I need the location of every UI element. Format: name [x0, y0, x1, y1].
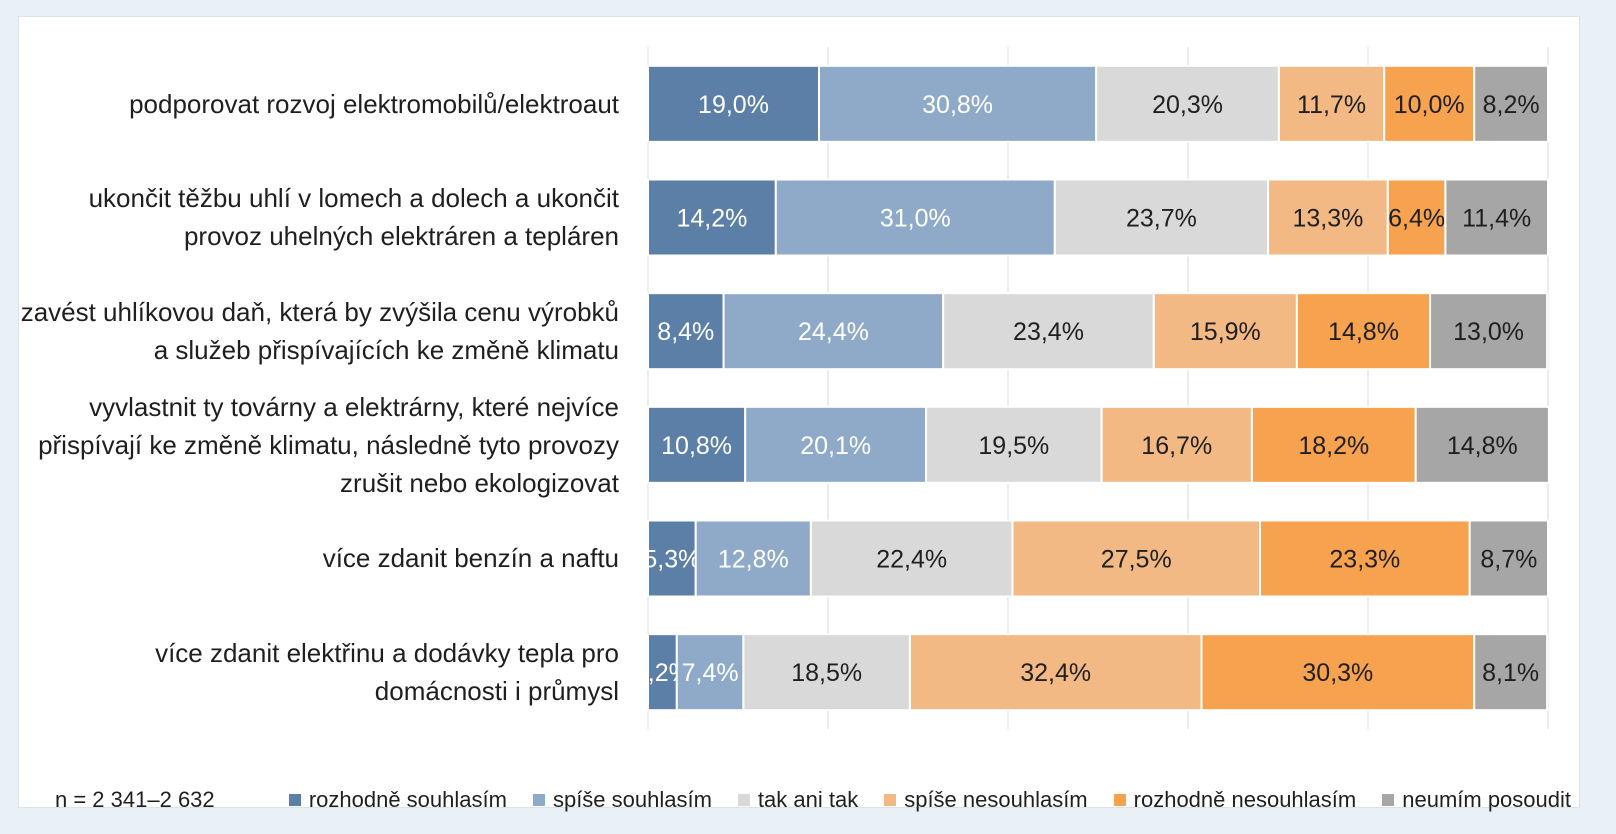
- legend-swatch: [1382, 794, 1395, 806]
- bar-segment: [1473, 64, 1549, 143]
- data-label: 8,2%: [1483, 91, 1540, 119]
- data-label: 18,5%: [791, 659, 862, 687]
- data-label: 5,3%: [643, 546, 700, 574]
- bar-segment: [908, 633, 1203, 712]
- bar-segment: [1386, 178, 1447, 257]
- data-label: 24,4%: [798, 318, 869, 346]
- legend-item: spíše souhlasím: [532, 787, 712, 813]
- data-label: 12,8%: [718, 546, 789, 574]
- bar-segment: [647, 178, 777, 257]
- data-label: 16,7%: [1141, 432, 1212, 460]
- bar-segment: [1200, 633, 1476, 712]
- bar-segment: [647, 64, 820, 143]
- data-label: 8,4%: [657, 318, 714, 346]
- legend-item: rozhodně souhlasím: [288, 787, 507, 813]
- sample-size-note: n = 2 341–2 632: [55, 787, 215, 812]
- data-label: 31,0%: [880, 205, 951, 233]
- data-label: 20,3%: [1152, 91, 1223, 119]
- data-label: 32,4%: [1020, 659, 1091, 687]
- bar-segment: [1277, 64, 1386, 143]
- legend-item: tak ani tak: [737, 787, 859, 813]
- category-label: zavést uhlíkovou daň, která by zvýšila c…: [20, 297, 619, 366]
- bar-segment: [774, 178, 1056, 257]
- data-label: 19,0%: [698, 91, 769, 119]
- bar-segment: [647, 292, 725, 371]
- data-label: 11,7%: [1297, 91, 1366, 119]
- bar-segment: [694, 519, 812, 598]
- legend-item: rozhodně nesouhlasím: [1113, 787, 1357, 813]
- bar-segment: [1267, 178, 1389, 257]
- bar-segment: [942, 292, 1155, 371]
- category-label: více zdanit benzín a naftu: [322, 543, 619, 574]
- data-label: 22,4%: [876, 546, 947, 574]
- data-label: 8,7%: [1480, 546, 1537, 574]
- legend-swatch: [1113, 794, 1126, 806]
- data-label: 23,3%: [1329, 546, 1400, 574]
- bar-segment: [647, 405, 747, 484]
- data-label: 14,8%: [1328, 318, 1399, 346]
- category-label: vyvlastnit ty továrny a elektrárny, kter…: [38, 391, 619, 498]
- data-label: 8,1%: [1482, 659, 1539, 687]
- legend-swatch: [884, 794, 897, 806]
- bar-segment: [1468, 519, 1549, 598]
- legend-label: spíše nesouhlasím: [904, 787, 1088, 812]
- data-label: 14,8%: [1447, 432, 1518, 460]
- data-label: 30,8%: [922, 91, 993, 119]
- category-label: více zdanit elektřinu a dodávky tepla pr…: [155, 638, 619, 707]
- bar-segment: [742, 633, 911, 712]
- data-label: 23,7%: [1126, 205, 1197, 233]
- data-label: 20,1%: [800, 432, 871, 460]
- legend-label: spíše souhlasím: [552, 787, 712, 812]
- bar-segment: [925, 405, 1103, 484]
- legend-label: tak ani tak: [757, 787, 859, 812]
- data-label: 13,3%: [1293, 205, 1364, 233]
- chart-panel: 19,0% 30,8% 20,3% 11,7% 10,0% 8,2% 14,2% 31,0% 2…: [18, 16, 1580, 812]
- legend-item: neumím posoudit: [1382, 787, 1571, 813]
- legend-label: neumím posoudit: [1402, 787, 1571, 812]
- bar-segment: [1095, 64, 1280, 143]
- data-label: 10,8%: [661, 432, 732, 460]
- data-label: 10,0%: [1394, 91, 1465, 119]
- bar-segment: [722, 292, 945, 371]
- legend: rozhodně souhlasím spíše souhlasím tak ani…: [288, 787, 1571, 813]
- data-label: 27,5%: [1101, 546, 1172, 574]
- bar-segment: [1444, 178, 1550, 257]
- legend-label: rozhodně nesouhlasím: [1133, 787, 1357, 812]
- bar-segment: [818, 64, 1098, 143]
- category-label: podporovat rozvoj elektromobilů/elektroa…: [129, 88, 619, 119]
- bar-segment: [809, 519, 1014, 598]
- legend-swatch: [737, 794, 750, 806]
- data-label: 7,4%: [682, 659, 739, 687]
- data-label: 11,4%: [1462, 205, 1531, 233]
- data-label: 6,4%: [1388, 205, 1445, 233]
- legend-swatch: [288, 794, 301, 806]
- bar-segment: [1429, 292, 1549, 371]
- bar-segment: [1473, 633, 1549, 712]
- bar-segment: [1414, 405, 1550, 484]
- data-label: 19,5%: [978, 432, 1049, 460]
- legend-label: rozhodně souhlasím: [308, 787, 507, 812]
- data-label: 14,2%: [676, 205, 747, 233]
- data-label: 13,0%: [1453, 318, 1524, 346]
- data-label: 30,3%: [1302, 659, 1373, 687]
- stacked-bar-chart: 19,0% 30,8% 20,3% 11,7% 10,0% 8,2% 14,2% 31,0% 2…: [634, 47, 1550, 729]
- bar-segment: [744, 405, 928, 484]
- bar-segment: [1011, 519, 1261, 598]
- data-label: 23,4%: [1013, 318, 1084, 346]
- legend-item: spíše nesouhlasím: [884, 787, 1088, 813]
- category-label: ukončit těžbu uhlí v lomech a dolech a u…: [88, 183, 619, 252]
- bar-segment: [1100, 405, 1253, 484]
- data-label: 15,9%: [1190, 318, 1261, 346]
- bar-segment: [675, 633, 745, 712]
- data-label: 18,2%: [1298, 432, 1369, 460]
- legend-swatch: [532, 794, 545, 806]
